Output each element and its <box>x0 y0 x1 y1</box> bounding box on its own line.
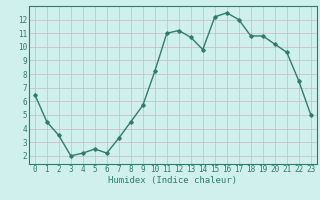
X-axis label: Humidex (Indice chaleur): Humidex (Indice chaleur) <box>108 176 237 185</box>
